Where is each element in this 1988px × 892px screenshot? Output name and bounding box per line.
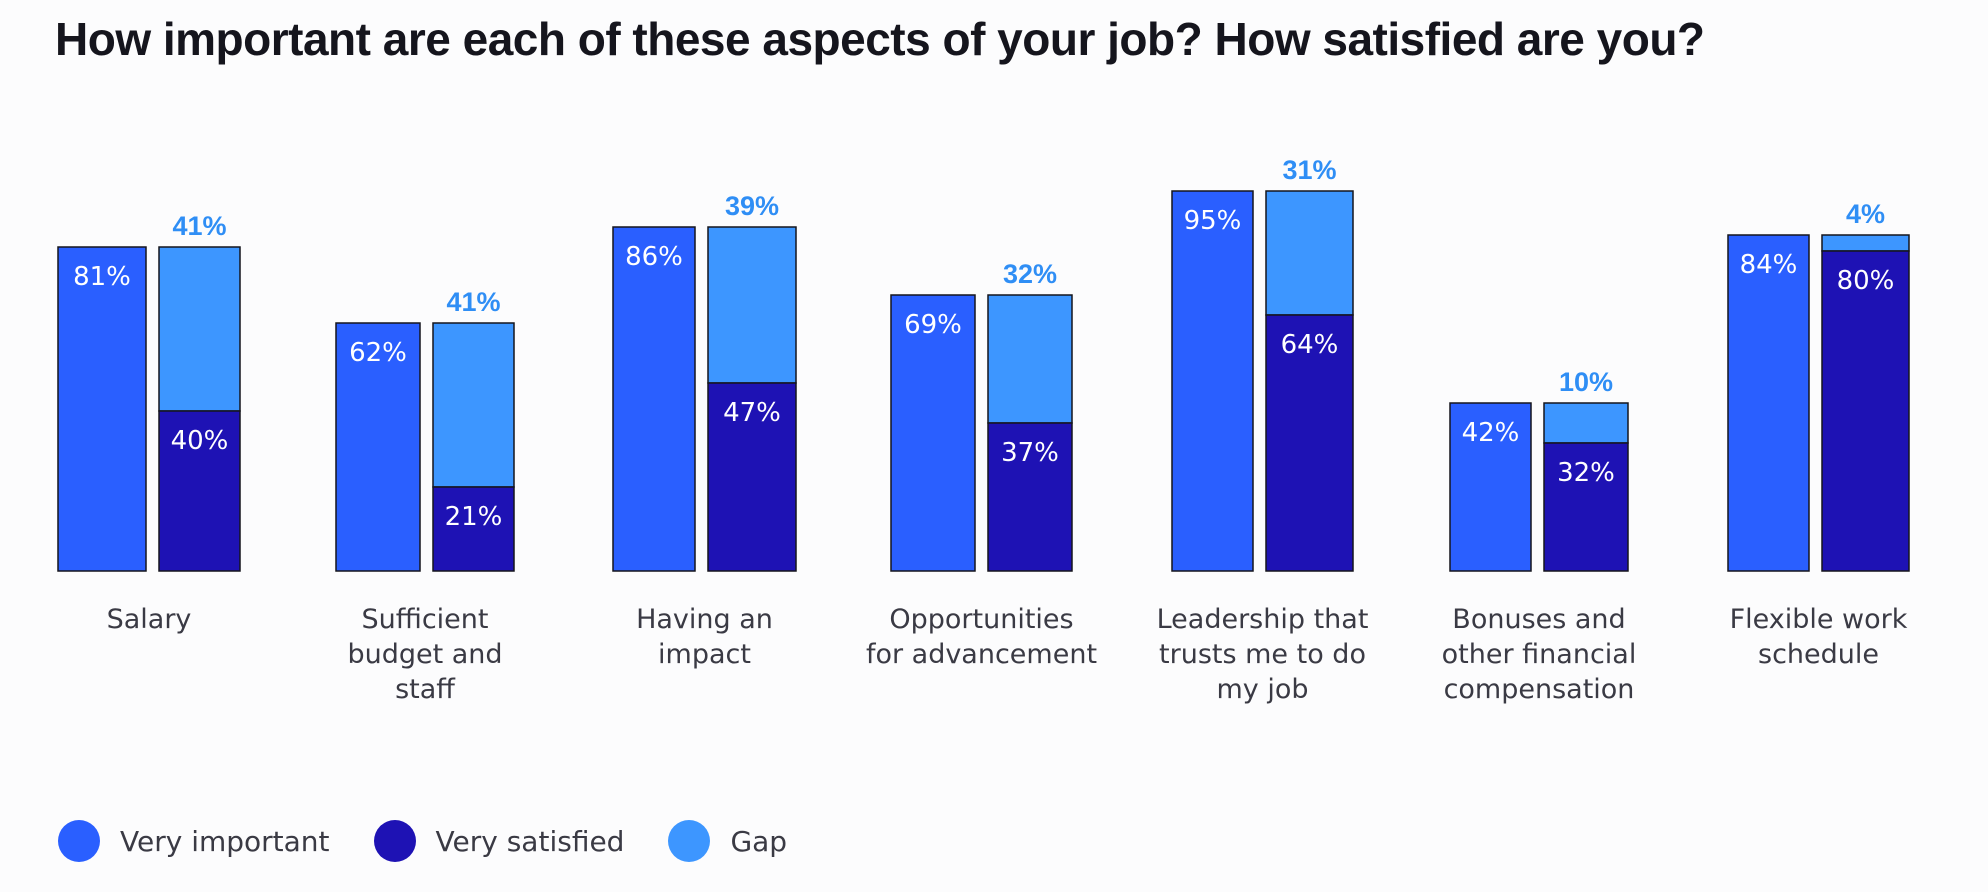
category-label-line: budget and <box>347 639 502 670</box>
bar-very-important[interactable] <box>1171 190 1254 572</box>
category-label-line: schedule <box>1758 639 1879 670</box>
category-label-line: staff <box>395 674 456 705</box>
data-label-very-satisfied: 21% <box>445 502 503 532</box>
data-label-very-important: 95% <box>1184 206 1242 236</box>
bar-group-2: 62% 21% 41% Sufficient budget and staff <box>335 287 515 705</box>
bar-very-satisfied[interactable] <box>1543 442 1629 572</box>
data-label-very-important: 62% <box>349 338 407 368</box>
bar-gap[interactable] <box>1821 234 1910 252</box>
category-label-line: impact <box>658 639 751 670</box>
category-label-line: Flexible work <box>1730 604 1908 635</box>
bar-very-important[interactable] <box>612 226 696 572</box>
category-label-line: my job <box>1216 674 1308 705</box>
category-label: Leadership that trusts me to do my job <box>1157 604 1369 705</box>
bar-very-satisfied[interactable] <box>158 410 241 572</box>
data-label-gap: 31% <box>1282 155 1336 185</box>
bar-group-7: 84% 80% 4% Flexible work schedule <box>1727 199 1910 670</box>
legend-swatch-very-satisfied <box>373 820 416 862</box>
data-label-gap: 32% <box>1003 259 1057 289</box>
category-label-line: trusts me to do <box>1159 639 1366 670</box>
category-label: Sufficient budget and staff <box>347 604 502 705</box>
data-label-very-satisfied: 64% <box>1281 330 1339 360</box>
data-label-gap: 10% <box>1559 367 1613 397</box>
bar-group-5: 95% 64% 31% Leadership that trusts me to do m… <box>1157 155 1369 705</box>
bar-very-important[interactable] <box>57 246 147 572</box>
category-label-line: other financial <box>1442 639 1637 670</box>
bar-very-satisfied[interactable] <box>432 486 515 572</box>
category-label: Flexible work schedule <box>1730 604 1908 670</box>
bar-gap[interactable] <box>987 294 1073 424</box>
category-label-line: Having an <box>636 604 773 635</box>
chart-legend: Very important Very satisfied Gap <box>58 820 787 862</box>
data-label-very-satisfied: 32% <box>1557 458 1615 488</box>
legend-item-gap[interactable]: Gap <box>668 820 787 862</box>
bar-gap[interactable] <box>707 226 797 384</box>
legend-label-very-satisfied: Very satisfied <box>435 824 625 858</box>
data-label-very-satisfied: 47% <box>723 398 781 428</box>
data-label-very-important: 42% <box>1462 418 1520 448</box>
data-label-very-satisfied: 37% <box>1001 438 1059 468</box>
category-label-line: for advancement <box>866 639 1097 670</box>
data-label-very-important: 69% <box>904 310 962 340</box>
data-label-very-important: 84% <box>1740 250 1798 280</box>
data-label-gap: 4% <box>1846 199 1885 229</box>
data-label-very-important: 81% <box>73 262 131 292</box>
bar-very-important[interactable] <box>890 294 976 572</box>
legend-item-very-satisfied[interactable]: Very satisfied <box>373 820 625 862</box>
data-label-very-satisfied: 80% <box>1837 266 1895 296</box>
category-label-line: compensation <box>1444 674 1635 705</box>
chart-title: How important are each of these aspects … <box>55 13 1705 65</box>
data-label-gap: 41% <box>446 287 500 317</box>
data-label-very-satisfied: 40% <box>171 426 229 456</box>
bar-very-satisfied[interactable] <box>1265 314 1354 572</box>
category-label-line: Leadership that <box>1157 604 1369 635</box>
bar-gap[interactable] <box>432 322 515 488</box>
bar-very-satisfied[interactable] <box>707 382 797 572</box>
bar-very-satisfied[interactable] <box>987 422 1073 572</box>
legend-swatch-gap <box>668 820 711 862</box>
category-label-line: Sufficient <box>361 604 488 635</box>
category-label-line: Opportunities <box>889 604 1073 635</box>
bar-group-6: 42% 32% 10% Bonuses and other financial compe… <box>1442 367 1637 705</box>
bar-group-3: 86% 47% 39% Having an impact <box>612 191 797 670</box>
category-label: Having an impact <box>636 604 773 670</box>
bar-group-1: 81% 40% 41% Salary <box>57 211 241 635</box>
bar-gap[interactable] <box>1265 190 1354 316</box>
category-label-line: Salary <box>107 604 192 635</box>
bar-very-important[interactable] <box>1727 234 1810 572</box>
legend-item-very-important[interactable]: Very important <box>58 820 330 862</box>
category-label-line: Bonuses and <box>1452 604 1625 635</box>
data-label-gap: 39% <box>725 191 779 221</box>
legend-label-very-important: Very important <box>120 824 330 858</box>
category-label: Salary <box>107 604 192 635</box>
bar-very-important[interactable] <box>335 322 421 572</box>
bar-group-4: 69% 37% 32% Opportunities for advancement <box>866 259 1097 670</box>
legend-swatch-very-important <box>58 820 100 862</box>
data-label-gap: 41% <box>172 211 226 241</box>
bar-gap[interactable] <box>158 246 241 412</box>
legend-label-gap: Gap <box>730 824 788 858</box>
data-label-very-important: 86% <box>625 242 683 272</box>
category-label: Opportunities for advancement <box>866 604 1097 670</box>
bar-very-satisfied[interactable] <box>1821 250 1910 572</box>
bar-very-important[interactable] <box>1449 402 1532 572</box>
bar-gap[interactable] <box>1543 402 1629 444</box>
category-label: Bonuses and other financial compensation <box>1442 604 1637 705</box>
